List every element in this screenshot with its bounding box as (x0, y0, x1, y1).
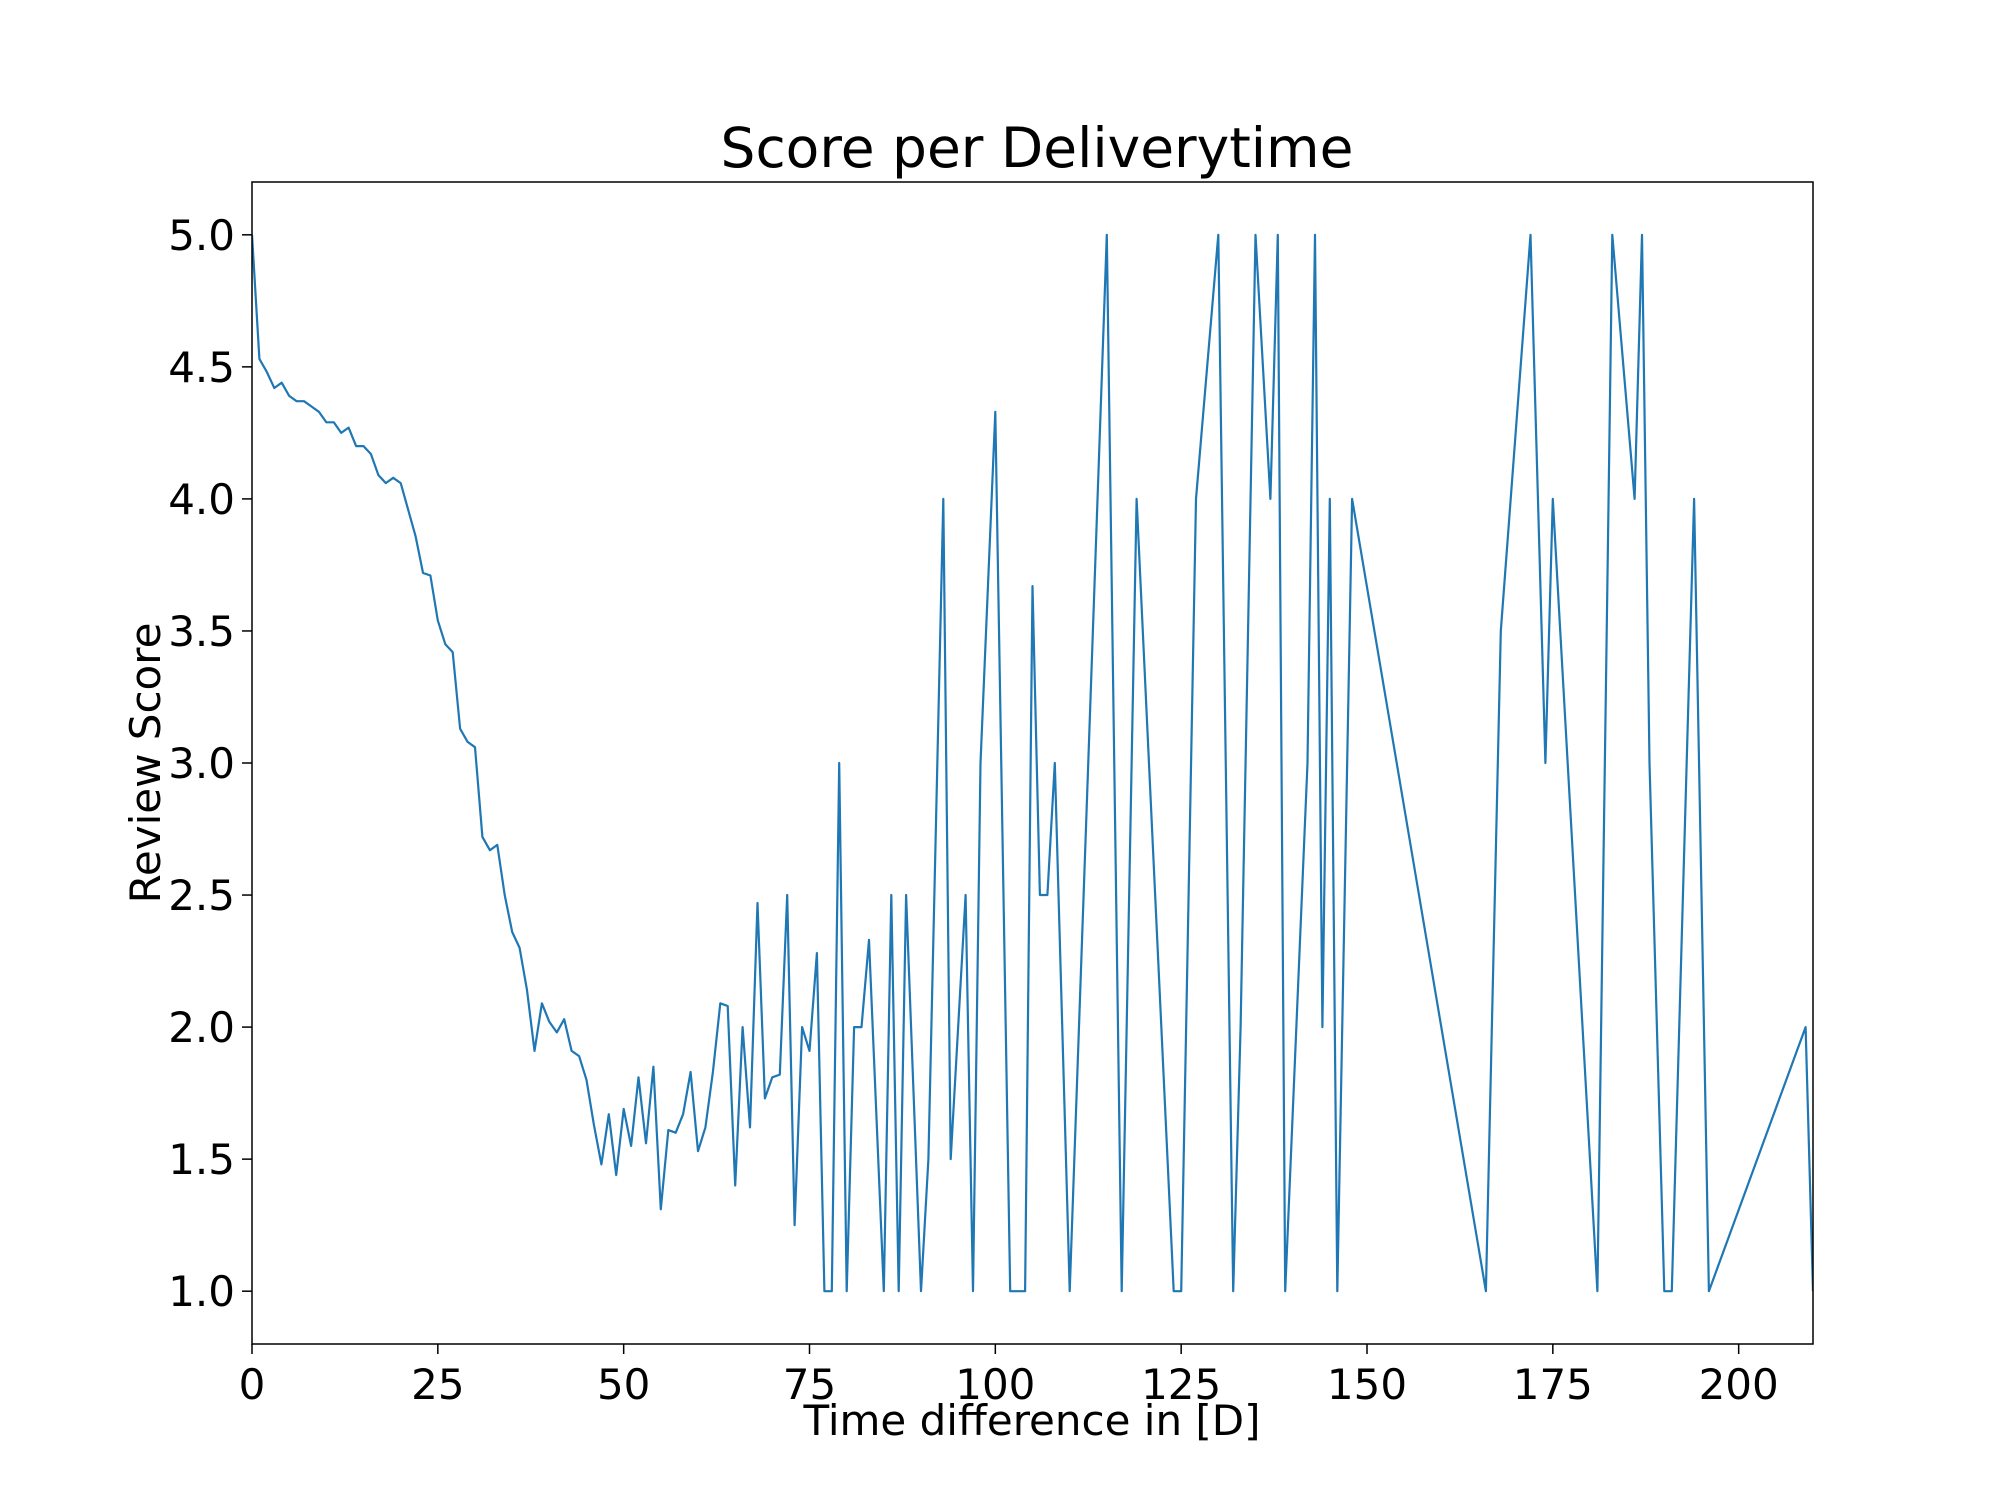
series-line (252, 233, 1813, 1293)
x-tick-label: 175 (1513, 1360, 1593, 1409)
y-tick-label: 5.0 (168, 211, 235, 260)
x-tick-label: 125 (1141, 1360, 1221, 1409)
y-tick-label: 1.5 (168, 1135, 235, 1184)
y-axis-ticks: 1.0 1.5 2.0 2.5 3.0 3.5 4.0 4.5 5.0 (168, 211, 252, 1316)
x-tick-label: 200 (1699, 1360, 1779, 1409)
x-tick-label: 150 (1327, 1360, 1407, 1409)
y-axis-label: Review Score (121, 623, 170, 904)
y-tick-label: 3.5 (168, 607, 235, 656)
x-axis-label: Time difference in [D] (802, 1396, 1260, 1445)
chart-title: Score per Deliverytime (721, 116, 1354, 180)
y-tick-label: 2.5 (168, 871, 235, 920)
x-tick-label: 0 (239, 1360, 266, 1409)
y-tick-label: 1.0 (168, 1267, 235, 1316)
x-tick-label: 25 (411, 1360, 464, 1409)
y-tick-label: 3.0 (168, 739, 235, 788)
x-tick-label: 75 (783, 1360, 836, 1409)
x-axis-ticks: 0 25 50 75 100 125 150 175 200 (239, 1344, 1779, 1409)
x-tick-label: 100 (955, 1360, 1035, 1409)
y-tick-label: 4.5 (168, 343, 235, 392)
series-layer (252, 233, 1813, 1293)
y-tick-label: 2.0 (168, 1003, 235, 1052)
x-tick-label: 50 (597, 1360, 650, 1409)
y-tick-label: 4.0 (168, 475, 235, 524)
